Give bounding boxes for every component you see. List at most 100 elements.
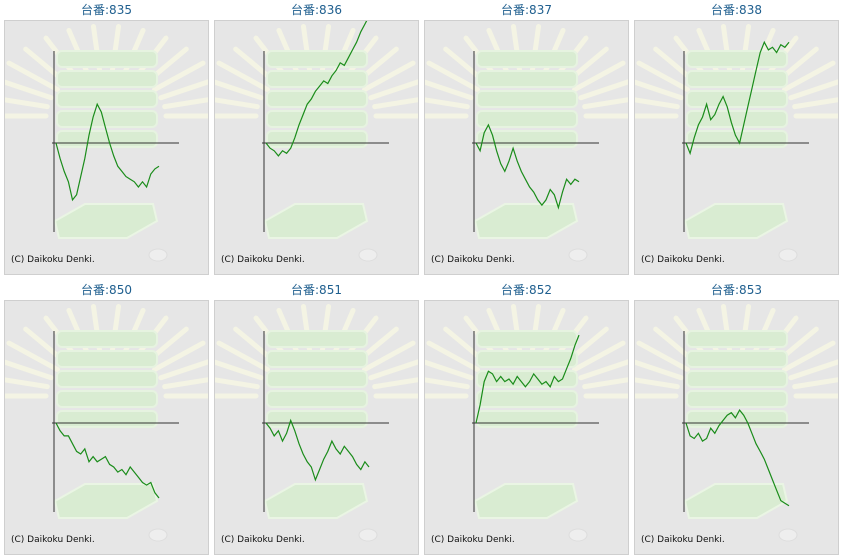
sunburst-ray <box>572 340 626 373</box>
series-line <box>265 418 370 482</box>
chart-title[interactable]: 台番:838 <box>711 3 762 17</box>
sunburst-ray <box>782 340 836 373</box>
ball-illustration <box>778 528 798 542</box>
tray-illustration <box>53 483 159 519</box>
copyright-text: (C) Daikoku Denki. <box>431 535 515 545</box>
chart-title[interactable]: 台番:851 <box>291 283 342 297</box>
sunburst-ray <box>425 377 470 390</box>
sunburst-ray <box>152 60 206 93</box>
sunburst-ray <box>152 340 206 373</box>
line-chart <box>635 23 838 262</box>
series-line <box>685 409 790 507</box>
tray-stack-tier <box>56 70 158 88</box>
ball-illustration <box>148 528 168 542</box>
tray-stack-tier <box>266 330 368 348</box>
tray-stack-tier <box>56 50 158 68</box>
chart-title[interactable]: 台番:850 <box>81 283 132 297</box>
tray-stack-tier <box>686 410 788 428</box>
chart-title[interactable]: 台番:852 <box>501 283 552 297</box>
tray-stack-tier <box>56 110 158 128</box>
ball-illustration <box>778 248 798 262</box>
sunburst-ray <box>582 97 628 110</box>
copyright-text: (C) Daikoku Denki. <box>11 255 95 265</box>
sunburst-ray <box>215 97 260 110</box>
sunburst-ray <box>636 340 690 373</box>
sunburst-ray <box>578 79 628 101</box>
chart-panel: (C) Daikoku Denki. <box>424 300 629 555</box>
tray-stack-tier <box>56 350 158 368</box>
tray-illustration <box>263 203 369 239</box>
tray-stack-tier <box>686 70 788 88</box>
sunburst-ray <box>788 359 838 381</box>
tray-illustration <box>683 203 789 239</box>
copyright-text: (C) Daikoku Denki. <box>431 255 515 265</box>
sunburst-ray <box>372 377 418 390</box>
sunburst-ray <box>5 97 50 110</box>
chart-panel: (C) Daikoku Denki. <box>4 20 209 275</box>
tray-stack-tier <box>686 110 788 128</box>
sunburst-ray <box>158 79 208 101</box>
tray-stack-tier <box>686 390 788 408</box>
sunburst-ray <box>582 377 628 390</box>
ball-illustration <box>148 248 168 262</box>
tray-illustration <box>263 483 369 519</box>
sunburst-ray <box>792 97 838 110</box>
sunburst-ray <box>362 340 416 373</box>
sunburst-ray <box>635 97 680 110</box>
chart-title[interactable]: 台番:836 <box>291 3 342 17</box>
tray-stack-tier <box>686 370 788 388</box>
sunburst-ray <box>636 60 690 93</box>
tray-stack-tier <box>476 90 578 108</box>
chart-title[interactable]: 台番:835 <box>81 3 132 17</box>
tray-illustration <box>473 483 579 519</box>
background-illustration <box>215 303 418 542</box>
tray-stack-tier <box>476 390 578 408</box>
line-chart <box>635 303 838 542</box>
copyright-text: (C) Daikoku Denki. <box>641 535 725 545</box>
sunburst-ray <box>158 359 208 381</box>
sunburst-ray <box>362 60 416 93</box>
background-illustration <box>635 23 838 262</box>
background-illustration <box>425 23 628 262</box>
line-chart <box>5 303 208 542</box>
sunburst-ray <box>5 377 50 390</box>
ball-illustration <box>568 528 588 542</box>
tray-stack-tier <box>56 410 158 428</box>
tray-stack-tier <box>266 390 368 408</box>
line-chart <box>215 303 418 542</box>
sunburst-ray <box>5 79 54 101</box>
tray-stack-tier <box>476 350 578 368</box>
chart-title[interactable]: 台番:853 <box>711 283 762 297</box>
sunburst-ray <box>162 377 208 390</box>
chart-panel: (C) Daikoku Denki. <box>214 20 419 275</box>
background-illustration <box>635 303 838 542</box>
sunburst-ray <box>216 340 270 373</box>
sunburst-ray <box>426 340 480 373</box>
tray-stack-tier <box>476 410 578 428</box>
sunburst-ray <box>368 359 418 381</box>
tray-stack-tier <box>686 350 788 368</box>
sunburst-ray <box>215 79 264 101</box>
sunburst-ray <box>635 359 684 381</box>
chart-title[interactable]: 台番:837 <box>501 3 552 17</box>
sunburst-ray <box>635 377 680 390</box>
sunburst-ray <box>5 359 54 381</box>
copyright-text: (C) Daikoku Denki. <box>221 255 305 265</box>
tray-stack-tier <box>266 370 368 388</box>
copyright-text: (C) Daikoku Denki. <box>641 255 725 265</box>
tray-stack-tier <box>686 90 788 108</box>
background-illustration <box>215 23 418 262</box>
chart-panel: (C) Daikoku Denki. <box>214 300 419 555</box>
tray-stack-tier <box>476 110 578 128</box>
tray-stack-tier <box>266 410 368 428</box>
sunburst-ray <box>635 79 684 101</box>
ball-illustration <box>358 248 378 262</box>
series-line <box>265 21 368 157</box>
sunburst-ray <box>792 377 838 390</box>
line-chart <box>425 23 628 262</box>
copyright-text: (C) Daikoku Denki. <box>221 535 305 545</box>
tray-stack-tier <box>266 110 368 128</box>
series-line <box>55 102 160 202</box>
sunburst-ray <box>162 97 208 110</box>
sunburst-ray <box>425 79 474 101</box>
